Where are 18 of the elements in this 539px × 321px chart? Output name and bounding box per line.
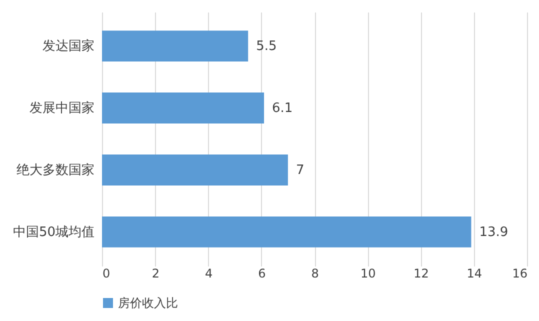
y-tick-label: 绝大多数国家	[16, 162, 94, 178]
y-tick-label: 发达国家	[42, 38, 94, 54]
data-label: 7	[296, 162, 304, 178]
data-label: 5.5	[256, 39, 277, 54]
y-tick-label: 发展中国家	[30, 100, 94, 116]
data-label: 6.1	[272, 101, 293, 116]
x-tick-label: 0	[102, 266, 110, 280]
x-tick-label: 14	[466, 266, 482, 280]
x-tick-label: 10	[360, 266, 376, 280]
legend-label: 房价收入比	[118, 296, 178, 310]
y-tick-label: 中国50城均值	[12, 224, 94, 240]
x-tick-label: 8	[311, 266, 319, 280]
x-tick-label: 2	[152, 266, 160, 280]
data-label: 13.9	[479, 224, 508, 240]
x-tick-label: 16	[512, 266, 528, 280]
x-tick-label: 4	[204, 266, 213, 280]
x-tick-label: 6	[258, 266, 266, 280]
x-tick-label: 12	[414, 266, 429, 280]
